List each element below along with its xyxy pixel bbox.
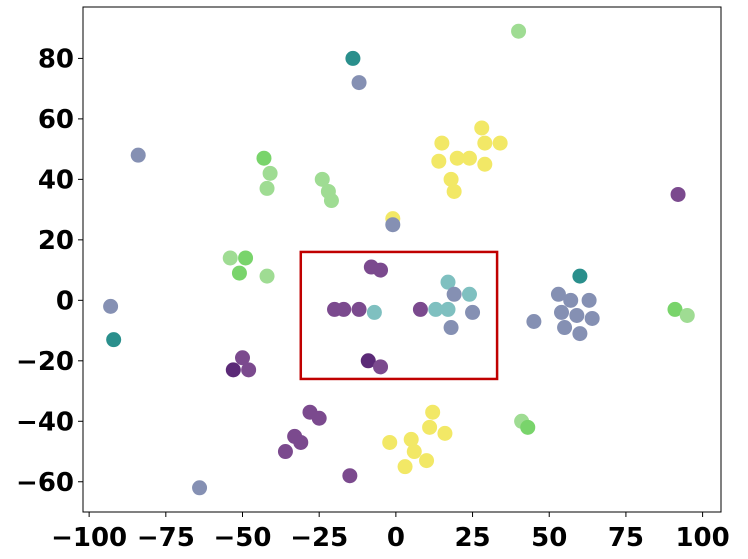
data-point [511,23,527,39]
data-point [477,135,493,151]
data-point [360,353,376,369]
data-points [103,23,695,496]
data-point [474,120,490,136]
data-point [434,135,450,151]
data-point [373,359,389,375]
data-point [342,468,358,484]
data-point [403,431,419,447]
data-point [428,301,444,317]
data-point [366,304,382,320]
data-point [192,480,208,496]
data-point [106,332,122,348]
data-point [461,286,477,302]
data-point [231,265,247,281]
data-point [446,183,462,199]
data-point [563,292,579,308]
data-point [311,410,327,426]
plot-frame [82,6,722,513]
data-point [323,193,339,209]
data-point [259,268,275,284]
data-point [670,186,686,202]
data-point [446,286,462,302]
data-point [406,444,422,460]
data-point [422,419,438,435]
data-point [431,153,447,169]
y-tick-label: 40 [38,165,74,195]
x-axis: −100 −75 −50 −25 0 25 50 75 100 [51,512,730,553]
data-point [520,419,536,435]
data-point [373,262,389,278]
data-point [256,150,272,166]
x-tick-label: 0 [387,523,405,553]
data-point [259,180,275,196]
x-tick-label: 50 [531,523,567,553]
data-point [667,301,683,317]
data-point [443,171,459,187]
y-tick-label: −20 [16,347,74,377]
data-point [557,320,573,336]
y-tick-label: 60 [38,105,74,135]
y-tick-label: −60 [16,468,74,498]
data-point [314,171,330,187]
data-point [235,350,250,366]
data-point [225,362,241,378]
y-tick-label: 80 [38,44,74,74]
data-point [465,304,481,320]
y-tick-label: −40 [16,407,74,437]
data-point [222,250,238,266]
data-point [477,156,493,172]
data-point [425,404,441,420]
data-point [569,307,585,323]
x-tick-label: 100 [675,523,729,553]
data-point [336,301,352,317]
highlight-box [299,250,499,381]
data-point [293,434,309,450]
data-point [572,268,588,284]
data-point [437,425,453,441]
data-point [130,147,146,163]
data-point [238,250,254,266]
data-point [419,453,435,469]
y-tick-label: 20 [38,226,74,256]
data-point [492,135,508,151]
data-point [461,150,477,166]
data-point [382,434,398,450]
data-point [397,459,413,475]
data-point [550,286,566,302]
x-tick-label: −100 [51,523,127,553]
x-tick-label: −75 [137,523,195,553]
data-point [443,320,459,336]
data-point [345,50,361,66]
data-point [440,274,456,290]
data-point [554,304,569,320]
data-point [277,444,293,460]
x-tick-label: −25 [290,523,348,553]
data-point [351,301,367,317]
data-point [581,292,597,308]
data-point [679,307,695,323]
x-tick-label: 25 [454,523,490,553]
x-tick-label: 75 [608,523,644,553]
data-point [584,310,600,326]
data-point [526,313,542,329]
y-axis: −60 −40 −20 0 20 40 60 80 [16,44,83,498]
x-tick-label: −50 [214,523,272,553]
data-point [572,326,588,342]
data-point [440,301,456,317]
data-point [412,301,428,317]
data-point [385,217,401,233]
data-point [351,75,367,91]
data-point [103,298,119,314]
data-point [262,165,278,181]
y-tick-label: 0 [56,286,74,316]
data-point [241,362,257,378]
data-point [449,150,465,166]
